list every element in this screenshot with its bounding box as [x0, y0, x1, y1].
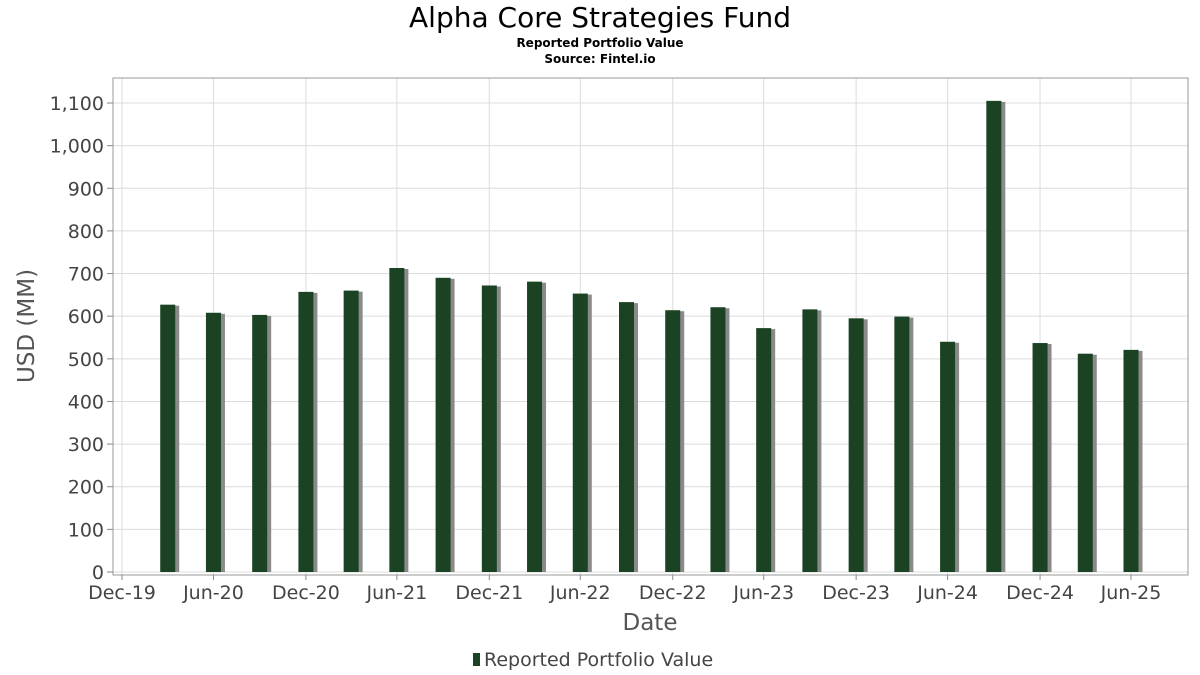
bar [848, 318, 864, 572]
chart-source: Source: Fintel.io [544, 52, 655, 66]
plot-frame [112, 77, 1189, 576]
y-tick-label: 900 [68, 178, 104, 200]
bar [481, 285, 497, 572]
y-tick-label: 1,100 [50, 93, 104, 115]
y-axis-title: USD (MM) [14, 269, 40, 383]
x-tick-label: Dec-22 [639, 582, 707, 604]
bar [986, 100, 1002, 573]
bar [665, 310, 681, 572]
bar [1032, 343, 1048, 572]
x-tick-label: Jun-22 [549, 582, 611, 604]
bar [940, 341, 956, 572]
y-tick-label: 400 [68, 391, 104, 413]
bar [389, 268, 405, 572]
bar [1123, 349, 1139, 572]
x-tick-label: Dec-23 [822, 582, 890, 604]
x-tick-label: Dec-19 [88, 582, 156, 604]
y-tick-label: 800 [68, 221, 104, 243]
bar [435, 277, 451, 572]
y-tick-label: 1,000 [50, 136, 104, 158]
bar [205, 312, 221, 572]
bar [343, 290, 359, 572]
y-tick-label: 500 [68, 349, 104, 371]
bar [252, 314, 268, 572]
x-tick-label: Jun-25 [1100, 582, 1162, 604]
axes: 0 100 200 300 400 500 600 700 800 900 1,000 1,100 De… [50, 93, 1162, 604]
bar [619, 302, 634, 572]
legend-swatch [473, 653, 480, 666]
x-tick-label: Jun-21 [365, 582, 427, 604]
bar [298, 291, 314, 572]
y-tick-label: 200 [68, 477, 104, 499]
bar [756, 328, 772, 572]
bars [160, 100, 1143, 573]
x-tick-label: Dec-24 [1006, 582, 1074, 604]
bar [894, 316, 910, 572]
grid [113, 78, 1188, 575]
x-axis-title: Date [623, 610, 678, 636]
x-tick-label: Dec-21 [455, 582, 523, 604]
y-tick-label: 700 [68, 264, 104, 286]
y-tick-label: 100 [68, 519, 104, 541]
x-tick-label: Jun-23 [732, 582, 794, 604]
chart-subtitle: Reported Portfolio Value [516, 36, 683, 50]
y-tick-label: 0 [92, 562, 104, 584]
bar [1077, 353, 1093, 572]
legend-label: Reported Portfolio Value [484, 649, 713, 671]
chart-title: Alpha Core Strategies Fund [409, 1, 791, 34]
bar [572, 293, 588, 572]
bar [160, 304, 176, 572]
x-tick-label: Dec-20 [272, 582, 340, 604]
x-tick-label: Jun-20 [182, 582, 244, 604]
bar [802, 309, 818, 572]
y-tick-label: 300 [68, 434, 104, 456]
bar [710, 307, 726, 572]
y-tick-label: 600 [68, 306, 104, 328]
bar [527, 281, 543, 572]
legend: Reported Portfolio Value [473, 649, 713, 671]
x-tick-label: Jun-24 [916, 582, 978, 604]
